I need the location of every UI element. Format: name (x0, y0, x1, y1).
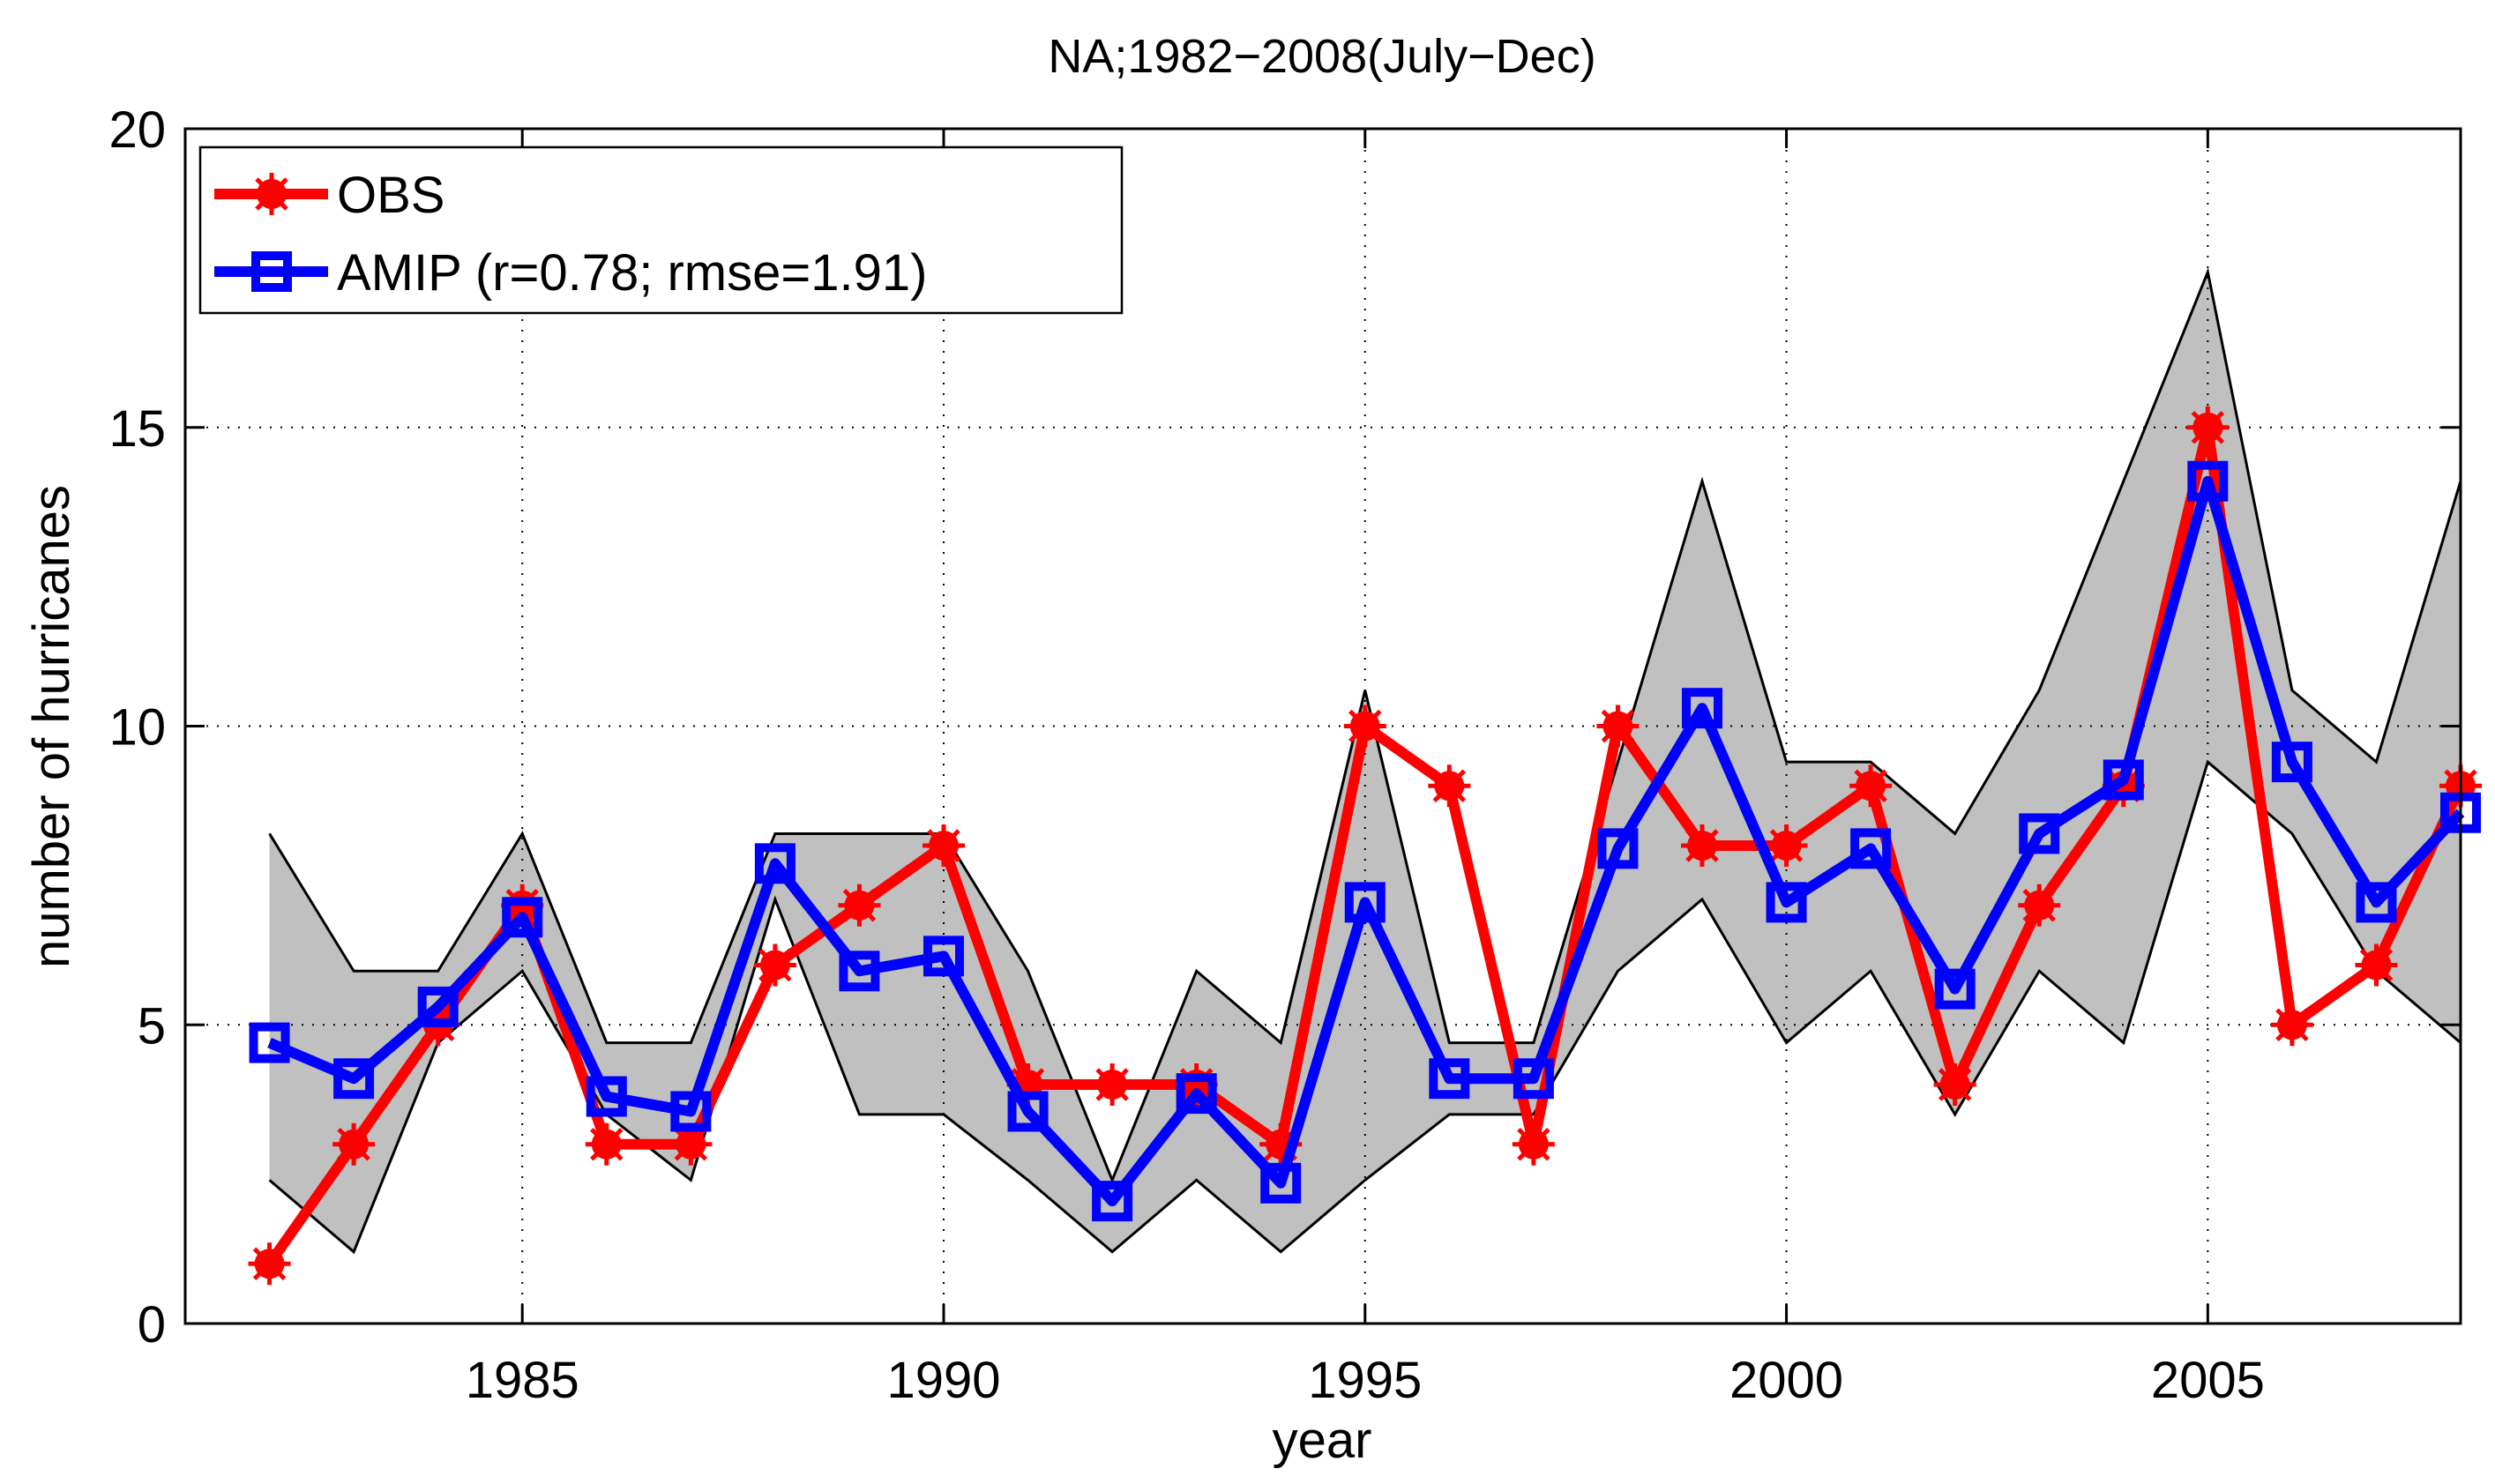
obs-point (1343, 705, 1386, 748)
obs-point (1428, 764, 1471, 808)
obs-point (753, 943, 796, 987)
x-tick-label: 1985 (466, 1352, 579, 1409)
amip-point (1850, 828, 1892, 869)
y-tick-label: 10 (108, 699, 166, 757)
amip-point (333, 1058, 375, 1100)
spread-band (269, 272, 2461, 1252)
series-layer (248, 406, 2482, 1286)
series-obs (248, 406, 2482, 1286)
y-tick-label: 20 (108, 101, 166, 159)
obs-point (1765, 824, 1808, 867)
amip-point (502, 897, 543, 938)
amip-point (754, 843, 796, 884)
amip-point (2271, 742, 2312, 783)
legend: OBS AMIP (r=0.78; rmse=1.91) (198, 145, 1124, 315)
obs-point (1681, 824, 1723, 867)
amip-point (1513, 1058, 1554, 1100)
obs-point (2270, 1003, 2313, 1047)
obs-point (248, 1242, 291, 1286)
amip-point (1176, 1073, 1217, 1115)
x-tick-label: 1995 (1308, 1352, 1422, 1409)
amip-point (923, 936, 964, 977)
obs-point (2018, 884, 2061, 927)
y-tick-label: 0 (138, 1296, 166, 1353)
legend-obs-label: OBS (337, 167, 445, 224)
tick-layer: 1985 1990 1995 2000 2005 0 5 10 15 20 (108, 101, 2461, 1409)
obs-point (838, 884, 881, 927)
grid-layer (185, 129, 2461, 1324)
obs-point (1091, 1063, 1134, 1106)
legend-obs-asterisk (250, 173, 293, 215)
amip-point (417, 986, 459, 1027)
x-tick-label: 1990 (886, 1352, 1000, 1409)
legend-entry-amip: AMIP (r=0.78; rmse=1.91) (214, 244, 927, 302)
series-amip (249, 460, 2481, 1222)
obs-point (1849, 764, 1893, 808)
x-tick-label: 2000 (1729, 1352, 1843, 1409)
legend-box (198, 145, 1124, 315)
amip-point (839, 951, 880, 992)
legend-amip-label: AMIP (r=0.78; rmse=1.91) (337, 244, 927, 302)
amip-point (1007, 1091, 1049, 1132)
obs-point (1933, 1063, 1976, 1106)
amip-point (1682, 688, 1722, 729)
obs-point (2186, 406, 2230, 449)
amip-point (1092, 1181, 1133, 1222)
legend-obs-marker (250, 173, 293, 215)
y-axis-label: number of hurricanes (23, 485, 80, 968)
obs-point (923, 824, 965, 867)
plot-area: 1985 1990 1995 2000 2005 0 5 10 15 20 (108, 101, 2482, 1409)
amip-line (267, 475, 2465, 1207)
obs-point (585, 1122, 628, 1166)
x-tick-label: 2005 (2151, 1352, 2265, 1409)
amip-point (2103, 759, 2144, 801)
obs-point (332, 1122, 376, 1166)
amip-point (2019, 813, 2060, 854)
band-lower-edge (268, 759, 2461, 1255)
legend-amip-marker (251, 251, 292, 292)
amip-point (1597, 828, 1639, 869)
y-tick-label: 5 (138, 997, 166, 1055)
amip-point (1344, 882, 1386, 923)
amip-point (249, 1022, 290, 1063)
obs-point (1512, 1122, 1555, 1166)
obs-point (1596, 705, 1640, 748)
amip-point (2187, 460, 2229, 502)
amip-point (586, 1076, 627, 1117)
amip-point (1260, 1162, 1302, 1204)
chart-title: NA;1982−2008(July−Dec) (1048, 30, 1595, 83)
amip-point (1766, 882, 1807, 923)
amip-point (2356, 882, 2397, 923)
obs-point (2355, 943, 2398, 987)
legend-entry-obs: OBS (214, 167, 445, 224)
amip-point (670, 1091, 712, 1132)
y-tick-label: 15 (108, 400, 166, 458)
amip-point (1429, 1058, 1470, 1100)
x-axis-label: year (1273, 1412, 1372, 1469)
amip-point (1934, 968, 1976, 1010)
